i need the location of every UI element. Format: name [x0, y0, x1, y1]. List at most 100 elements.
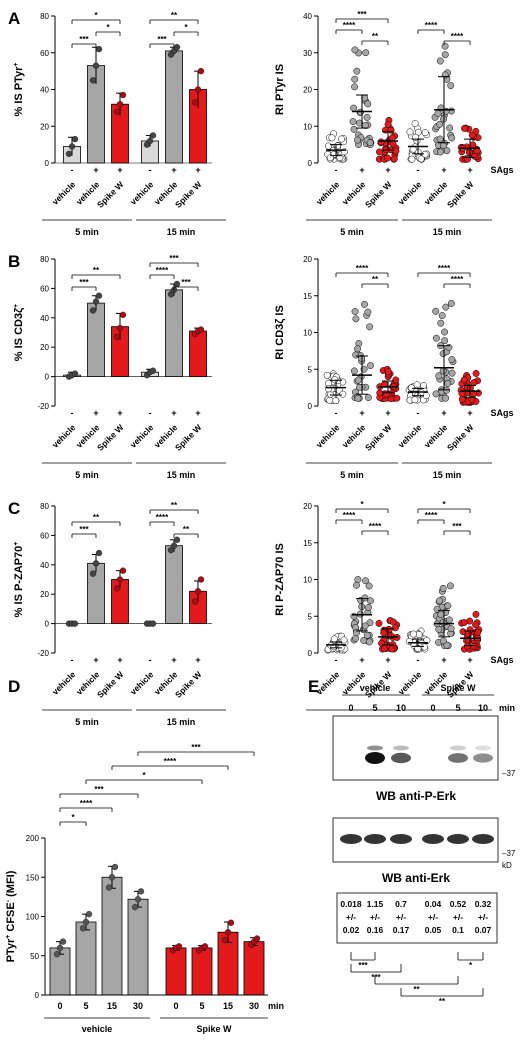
scatter-sags-sign-B: + — [467, 408, 472, 418]
bar-sags-sign-C: + — [117, 655, 122, 665]
d-bar-3 — [127, 898, 149, 996]
scatter-point — [470, 642, 478, 650]
bar-B-5 — [189, 330, 207, 377]
bar-ylabel-A: % IS PTyr+ — [13, 62, 25, 116]
scatter-xlabel-C: vehicle — [396, 669, 424, 697]
scatter-point — [385, 632, 392, 640]
d-point — [134, 896, 142, 903]
scatter-point — [439, 367, 447, 375]
bar-sig-A-label: ** — [171, 11, 178, 20]
bar-A-y-tick-label: 80 — [40, 12, 49, 21]
scatter-point — [363, 113, 371, 121]
d-xtick-label: 5 — [199, 1001, 204, 1011]
e-erk-band — [390, 834, 412, 844]
e-marker-1: –37 — [502, 769, 516, 778]
scatter-xlabel-B: Spike W — [363, 422, 394, 453]
d-point — [253, 935, 261, 942]
e-time-label: 10 — [396, 703, 406, 713]
d-point — [82, 918, 90, 926]
bar-xlabel-B: Spike W — [95, 422, 126, 453]
scatter-sig-C-label: * — [360, 500, 364, 509]
scatter-sig-C-label: **** — [369, 522, 382, 531]
bar-point — [197, 326, 205, 333]
d-point — [221, 936, 229, 944]
scatter-point — [437, 319, 445, 327]
bar-point — [71, 620, 79, 627]
scatter-point — [460, 619, 468, 627]
scatter-point — [445, 616, 453, 624]
scatter-point — [351, 75, 359, 83]
scatter-point — [353, 581, 360, 589]
scatter-sags-sign-C: - — [335, 655, 338, 665]
e-perk-band — [365, 752, 385, 764]
d-group-label: vehicle — [82, 1024, 113, 1034]
scatter-point — [447, 82, 455, 90]
bar-time-label-A: 5 min — [75, 227, 99, 237]
bar-sags-sign-B: - — [71, 408, 74, 418]
scatter-point — [351, 83, 359, 91]
bar-B-y-tick-label: 20 — [40, 343, 49, 352]
bar-sig-C-label: ** — [171, 501, 178, 510]
scatter-point — [353, 629, 360, 637]
d-y-tick-label: 150 — [26, 873, 40, 882]
scatter-point — [389, 618, 397, 626]
d-point — [79, 925, 87, 932]
bar-ylabel-C: % IS P-ZAP70+ — [13, 542, 25, 618]
e-erk-band — [422, 834, 444, 844]
e-ratio-mean: 0.52 — [450, 899, 467, 909]
scatter-point — [365, 603, 372, 611]
scatter-point — [364, 308, 372, 316]
bar-C-y-tick-label: 40 — [40, 561, 49, 570]
scatter-point — [325, 142, 332, 150]
bar-sags-sign-C: - — [71, 655, 74, 665]
bar-point — [119, 311, 127, 319]
e-sig-label: *** — [358, 961, 368, 970]
bar-sig-A-label: * — [94, 11, 98, 20]
scatter-point — [472, 610, 480, 618]
scatter-point — [434, 110, 442, 117]
scatter-point — [435, 625, 443, 633]
e-ratio-pm: +/- — [428, 912, 438, 922]
scatter-point — [439, 619, 447, 627]
scatter-point — [436, 597, 443, 605]
bar-point — [116, 101, 124, 108]
scatter-point — [446, 582, 454, 590]
bar-sags-sign-C: + — [93, 655, 98, 665]
d-point — [175, 943, 183, 950]
scatter-B-y-tick-label: 5 — [308, 365, 313, 374]
scatter-point — [432, 334, 440, 342]
panel-letter-B: B — [8, 252, 20, 271]
scatter-point — [447, 299, 455, 307]
panel-letter-A: A — [8, 9, 20, 28]
e-time-label: 0 — [348, 703, 353, 713]
scatter-point — [366, 139, 374, 147]
d-y-tick-label: 200 — [26, 834, 40, 843]
scatter-point — [361, 622, 369, 630]
scatter-point — [325, 385, 332, 393]
scatter-sags-sign-A: + — [441, 165, 446, 175]
bar-point — [149, 620, 157, 627]
d-point — [105, 884, 113, 891]
d-point — [111, 863, 119, 871]
bar-B-y-tick-label: 0 — [45, 373, 50, 382]
scatter-A-y-tick-label: 30 — [303, 49, 312, 58]
scatter-point — [442, 303, 450, 311]
bar-point — [92, 62, 100, 69]
scatter-point — [441, 328, 449, 336]
scatter-point — [384, 368, 392, 376]
scatter-sig-C-label: * — [442, 500, 446, 509]
scatter-sig-A-label: *** — [357, 10, 367, 19]
scatter-point — [439, 637, 447, 645]
d-y-tick-label: 100 — [26, 913, 40, 922]
scatter-point — [338, 135, 346, 143]
scatter-point — [365, 638, 373, 646]
scatter-point — [405, 637, 413, 645]
scatter-sig-B-label: **** — [438, 264, 451, 273]
scatter-point — [361, 594, 369, 602]
e-ratio-mean: 0.018 — [340, 899, 362, 909]
bar-ylabel-B-part: % IS CD3ζ — [13, 308, 25, 361]
scatter-point — [339, 390, 347, 398]
e-perk-band — [391, 752, 411, 764]
e-kd: kD — [502, 861, 512, 870]
